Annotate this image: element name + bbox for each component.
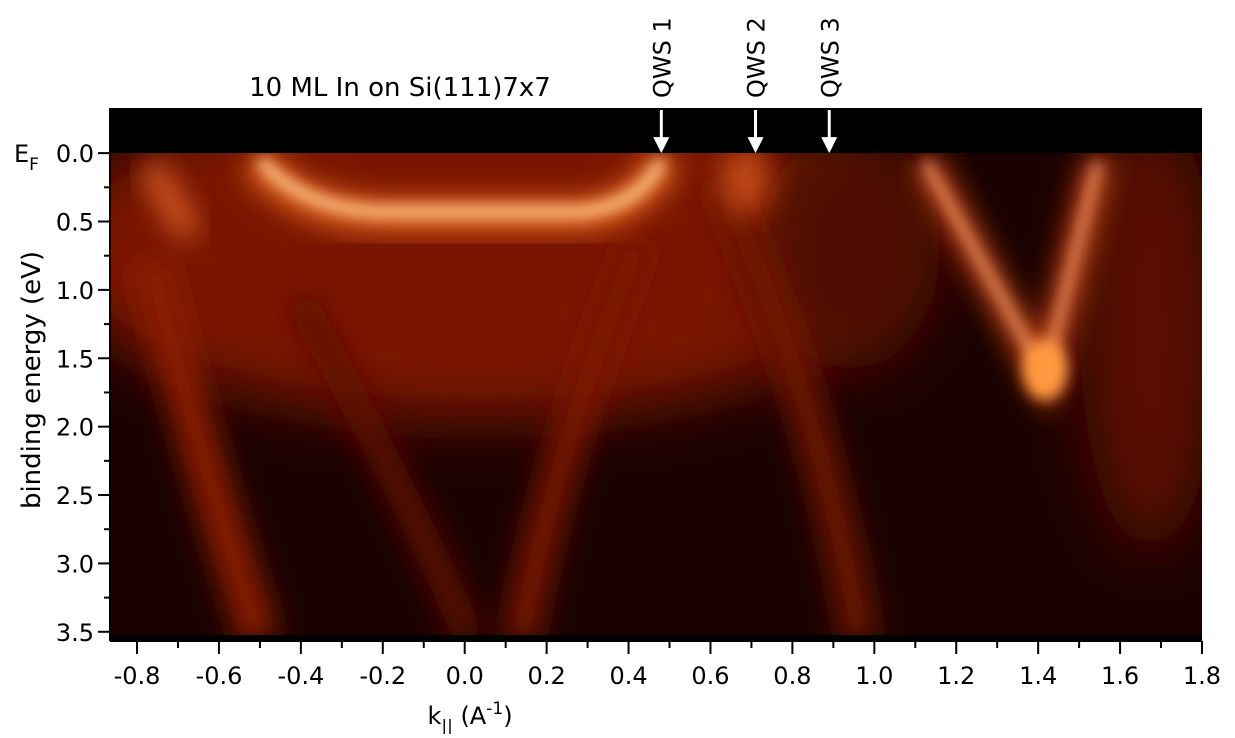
y-tick-label: 0.0 [56, 140, 94, 168]
y-axis-label: binding energy (eV) [17, 251, 47, 509]
y-tick-label: 2.5 [56, 482, 94, 510]
y-tick-label: 2.0 [56, 414, 94, 442]
annotation-label: QWS 1 [648, 17, 676, 98]
x-tick-label: 1.6 [1101, 662, 1139, 690]
xlabel-k: k [427, 702, 441, 730]
fermi-label: EF [14, 140, 39, 175]
fermi-sub: F [29, 155, 39, 175]
y-tick-label: 0.5 [56, 209, 94, 237]
annotation-label: QWS 2 [743, 17, 771, 98]
xlabel-sub: || [441, 717, 452, 734]
x-tick-label: -0.6 [196, 662, 243, 690]
x-tick-label: 0.6 [691, 662, 729, 690]
intensity-map [110, 108, 1202, 640]
y-tick-label: 3.0 [56, 550, 94, 578]
y-tick-label: 1.5 [56, 345, 94, 373]
x-tick-label: 1.2 [937, 662, 975, 690]
fermi-main: E [14, 140, 29, 168]
x-tick-label: 1.0 [855, 662, 893, 690]
x-tick-label: 0.4 [609, 662, 647, 690]
annotation-label: QWS 3 [816, 17, 844, 98]
x-tick-label: 0.8 [773, 662, 811, 690]
xlabel-close: ) [503, 702, 512, 730]
x-tick-label: 0.0 [446, 662, 484, 690]
x-tick-label: -0.4 [277, 662, 324, 690]
annotation-arrowhead [747, 137, 764, 154]
y-tick-label: 1.0 [56, 277, 94, 305]
xlabel-unit: (A [453, 702, 487, 730]
axes [109, 108, 1202, 642]
x-tick-label: 1.4 [1019, 662, 1057, 690]
x-tick-label: -0.8 [114, 662, 161, 690]
x-tick-label: 0.2 [528, 662, 566, 690]
annotation-arrowhead [653, 137, 670, 154]
y-tick-label: 3.5 [56, 619, 94, 647]
chart-title: 10 ML In on Si(111)7x7 [249, 73, 551, 103]
x-tick-label: -0.2 [359, 662, 406, 690]
x-tick-label: 1.8 [1183, 662, 1221, 690]
annotation-arrowhead [821, 137, 838, 154]
xlabel-sup: -1 [486, 699, 503, 719]
x-axis-label: k|| (A-1) [427, 699, 512, 734]
